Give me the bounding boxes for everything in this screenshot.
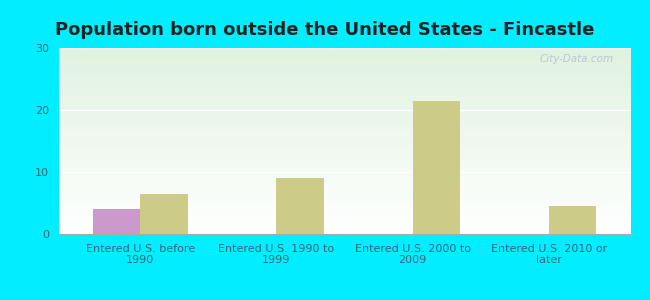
Bar [413,101,460,234]
Text: Population born outside the United States - Fincastle: Population born outside the United State… [55,21,595,39]
Bar [549,206,597,234]
Bar [276,178,324,234]
Text: City-Data.com: City-Data.com [540,54,614,64]
Bar [92,209,140,234]
Bar [140,194,188,234]
